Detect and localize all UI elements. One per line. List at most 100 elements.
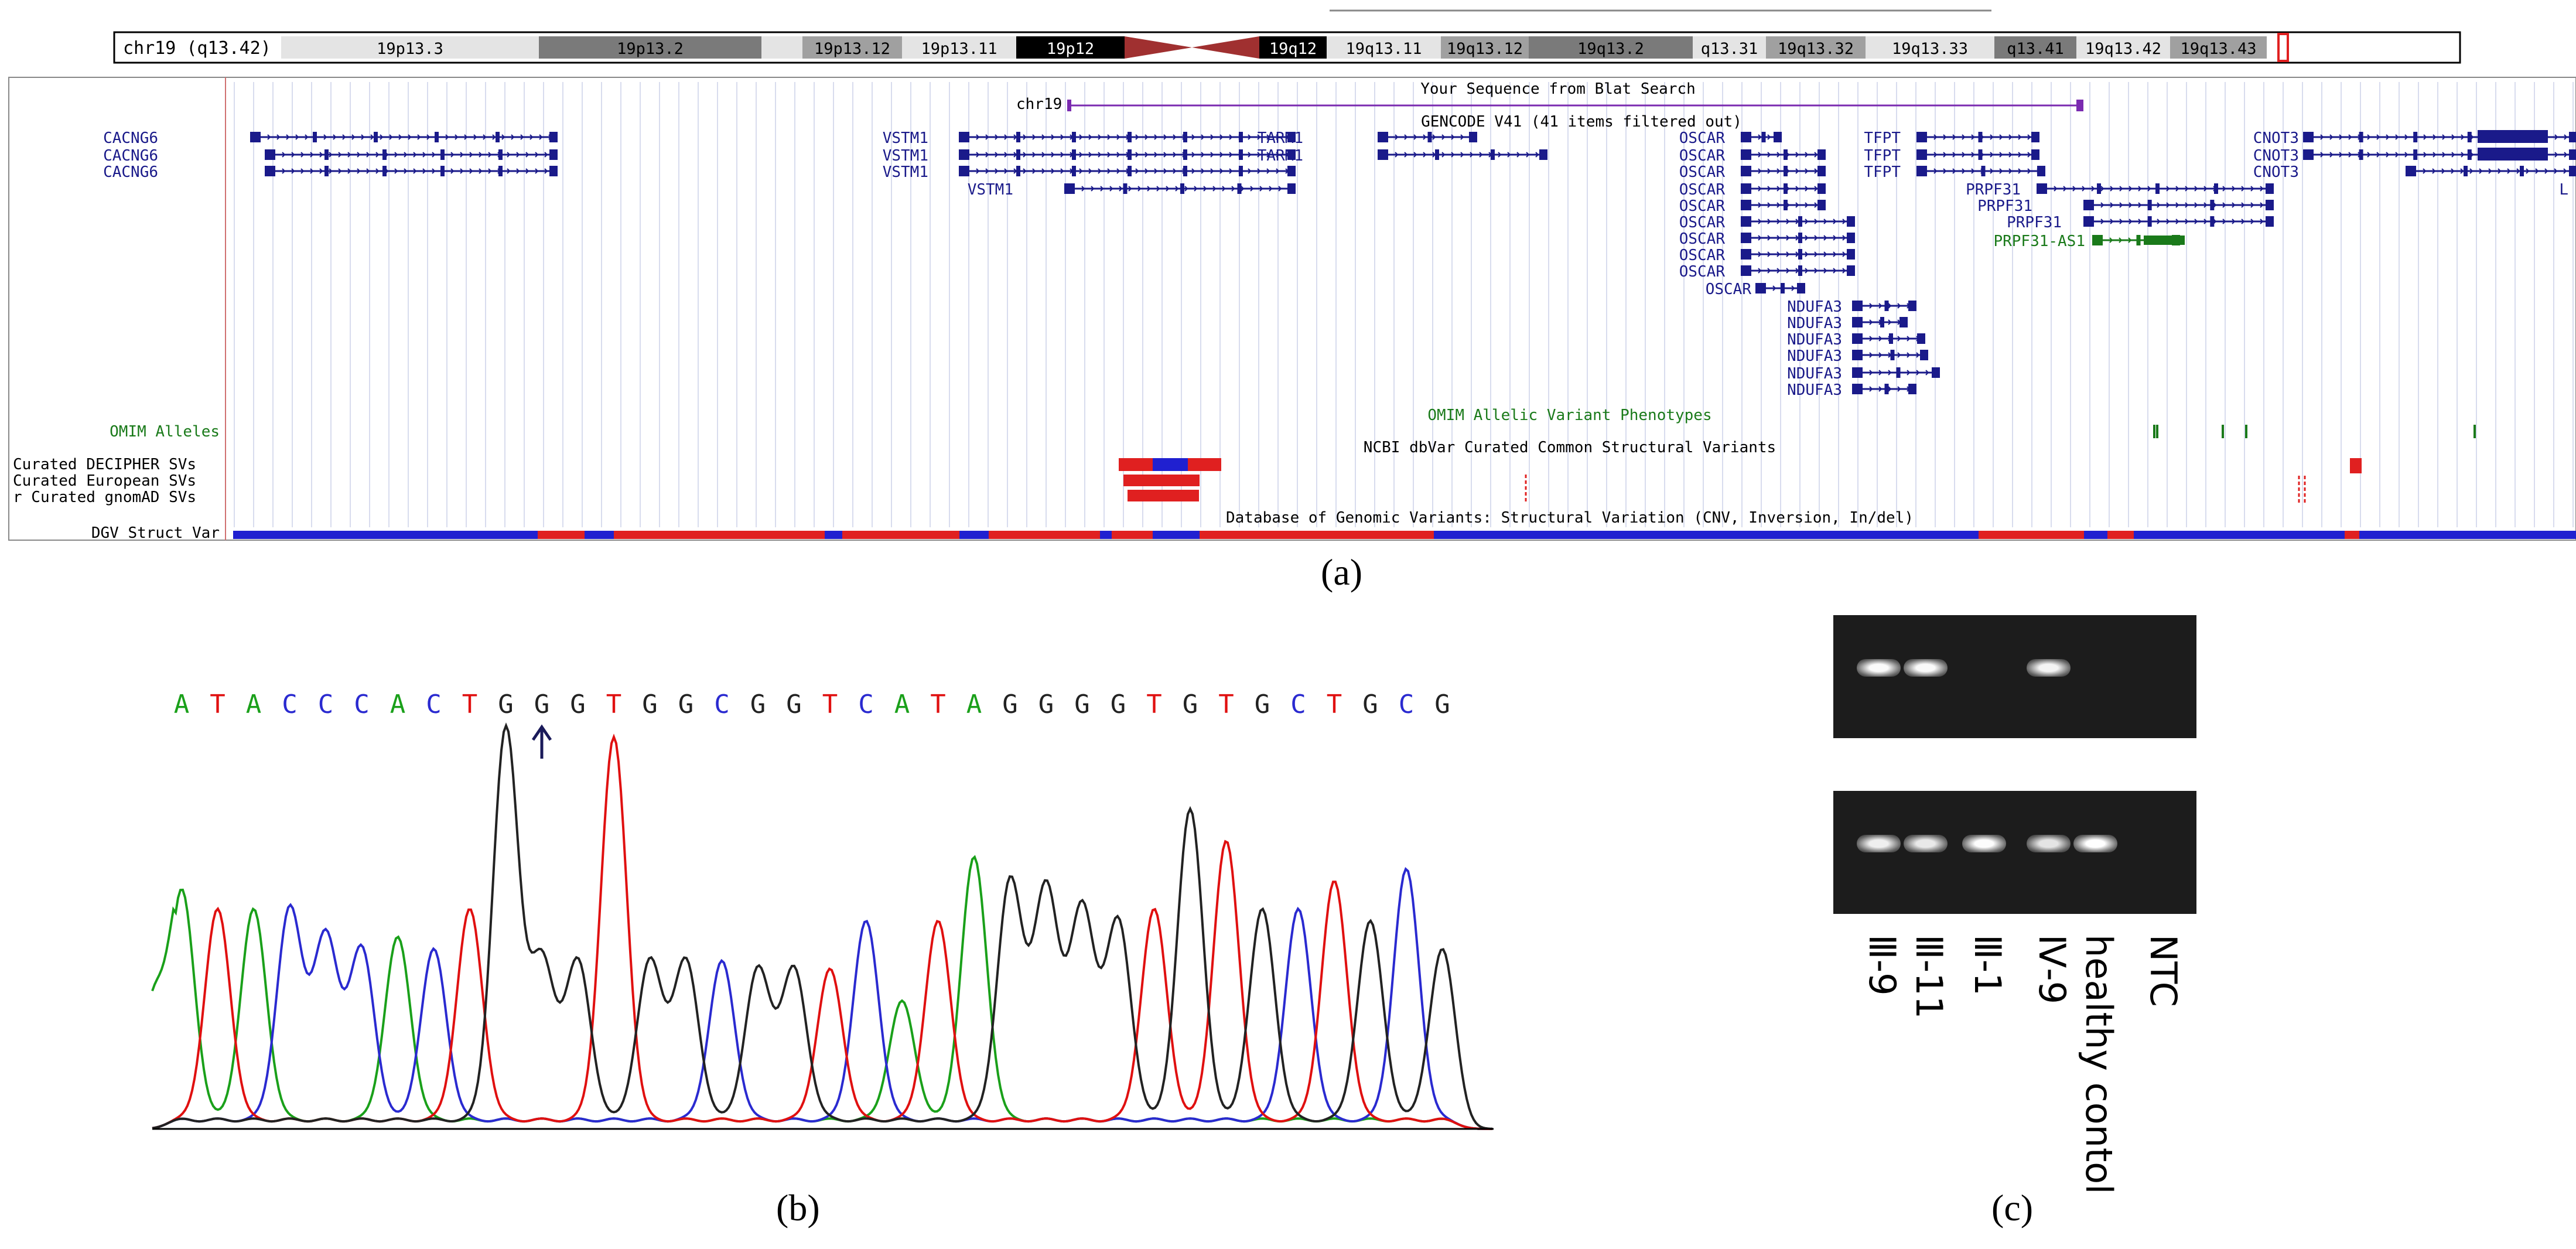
gene-exon xyxy=(435,132,439,142)
gene-exon xyxy=(2266,183,2274,194)
gene-strand-chevron xyxy=(1460,134,1464,140)
gene-strand-chevron xyxy=(2008,152,2013,158)
gene-exon xyxy=(1741,216,1751,227)
gene-strand-chevron xyxy=(2329,134,2334,140)
gene-exon xyxy=(1908,384,1916,394)
sequence-base: T xyxy=(1146,690,1162,719)
gene-strand-chevron xyxy=(1107,134,1111,140)
gene-label: TFPT xyxy=(1864,147,1901,165)
gene-strand-chevron xyxy=(1166,186,1170,192)
gene-exon xyxy=(1847,265,1855,276)
ideogram-band xyxy=(2170,36,2267,59)
gene-strand-chevron xyxy=(1154,134,1158,140)
gene-exon-cluster xyxy=(2478,130,2548,143)
gene-strand-chevron xyxy=(1933,152,1938,158)
gene-exon xyxy=(2147,200,2152,210)
gene-strand-chevron xyxy=(295,134,299,140)
sequence-base: G xyxy=(678,690,694,719)
ideogram-band xyxy=(902,36,1016,59)
gene-strand-chevron xyxy=(2367,134,2371,140)
gene-strand-chevron xyxy=(394,152,398,158)
gene-exon xyxy=(1784,149,1788,160)
gene-strand-chevron xyxy=(1212,186,1217,192)
sequence-base: T xyxy=(462,690,478,719)
gene-strand-chevron xyxy=(1767,186,1771,192)
gene-strand-chevron xyxy=(1869,336,1873,342)
gene-strand-chevron xyxy=(1191,152,1195,158)
ideogram-band-label: 19q13.11 xyxy=(1345,40,1422,58)
gene-strand-chevron xyxy=(976,152,980,158)
gene-strand-chevron xyxy=(1441,152,1446,158)
gene-strand-chevron xyxy=(338,168,342,174)
gene-strand-chevron xyxy=(1128,186,1132,192)
dgv-segment xyxy=(959,531,989,539)
gene-strand-chevron xyxy=(525,152,529,158)
gene-exon xyxy=(1817,183,1826,194)
gene-strand-chevron xyxy=(2166,219,2170,224)
gene-strand-chevron xyxy=(2138,202,2142,208)
gene-strand-chevron xyxy=(357,168,361,174)
gene-strand-chevron xyxy=(460,152,464,158)
gene-strand-chevron xyxy=(2138,186,2142,192)
gene-strand-chevron xyxy=(1460,152,1464,158)
gene-exon xyxy=(1916,132,1927,142)
gene-strand-chevron xyxy=(286,134,290,140)
gene-strand-chevron xyxy=(1516,152,1521,158)
gene-strand-chevron xyxy=(501,134,505,140)
sequence-base: G xyxy=(1038,690,1054,719)
gene-strand-chevron xyxy=(1805,168,1809,174)
sequence-base: C xyxy=(426,690,442,719)
gene-strand-chevron xyxy=(1786,219,1790,224)
gene-strand-chevron xyxy=(1156,186,1160,192)
gene-exon xyxy=(1781,283,1785,294)
ideogram-band xyxy=(1327,36,1441,59)
gene-strand-chevron xyxy=(1888,319,1892,325)
gene-strand-chevron xyxy=(432,168,436,174)
gene-strand-chevron xyxy=(1088,152,1092,158)
ideogram-band-label: q13.41 xyxy=(2007,40,2064,58)
left-label-gnomad: r Curated gnomAD SVs xyxy=(13,489,196,506)
gene-exon xyxy=(1741,265,1751,276)
gene-exon xyxy=(1817,200,1826,210)
gene-exon xyxy=(2406,166,2416,176)
gene-exon xyxy=(1798,265,1802,276)
gene-strand-chevron xyxy=(1173,152,1177,158)
gene-exon xyxy=(374,132,378,142)
gene-strand-chevron xyxy=(413,168,417,174)
gene-strand-chevron xyxy=(1888,303,1892,309)
ideogram-band xyxy=(761,36,802,59)
gene-strand-chevron xyxy=(366,168,370,174)
gene-strand-chevron xyxy=(2119,202,2123,208)
gene-strand-chevron xyxy=(1878,303,1883,309)
gel-band xyxy=(1857,659,1901,677)
gene-strand-chevron xyxy=(2203,202,2208,208)
gene-label: OSCAR xyxy=(1679,197,1726,215)
dbvar-track-title: NCBI dbVar Curated Common Structural Var… xyxy=(1364,439,1776,456)
gene-strand-chevron xyxy=(1971,152,1975,158)
gel-band xyxy=(2027,835,2071,852)
gene-strand-chevron xyxy=(1210,134,1214,140)
gene-strand-chevron xyxy=(1823,219,1827,224)
left-label-decipher: Curated DECIPHER SVs xyxy=(13,456,196,473)
ideogram-band-label: 19p13.3 xyxy=(377,40,443,58)
gene-exon xyxy=(2031,149,2039,160)
gene-strand-chevron xyxy=(276,134,281,140)
gene-exon xyxy=(2031,132,2039,142)
ideogram-band xyxy=(281,36,539,59)
gene-exon xyxy=(1016,166,1020,176)
gene-strand-chevron xyxy=(2222,186,2226,192)
gene-strand-chevron xyxy=(1767,134,1771,140)
gene-exon xyxy=(1072,132,1076,142)
gene-exon xyxy=(1890,350,1895,360)
gene-strand-chevron xyxy=(1100,186,1104,192)
gene-exon xyxy=(1239,149,1243,160)
ideogram-band xyxy=(1994,36,2076,59)
gene-exon xyxy=(2413,149,2418,160)
gene-strand-chevron xyxy=(2554,134,2558,140)
gene-strand-chevron xyxy=(1791,285,1795,291)
gene-strand-chevron xyxy=(333,134,337,140)
gene-strand-chevron xyxy=(1257,152,1261,158)
gene-strand-chevron xyxy=(2535,168,2539,174)
gene-strand-chevron xyxy=(1441,134,1446,140)
